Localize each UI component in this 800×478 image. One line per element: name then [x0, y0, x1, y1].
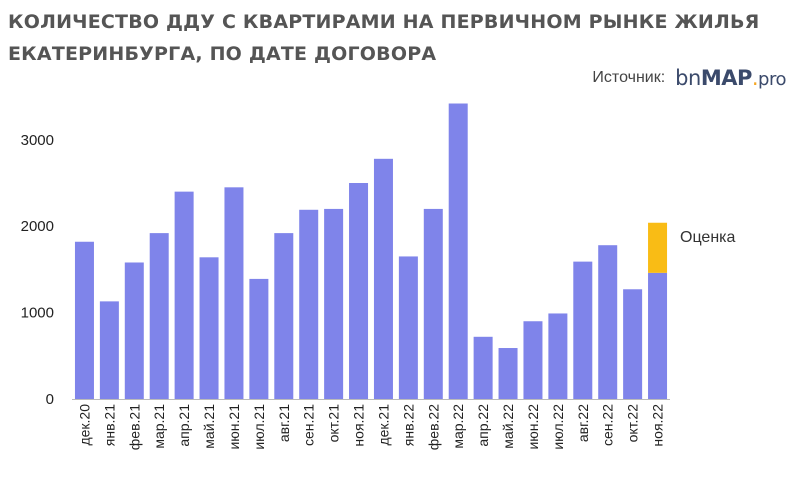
y-tick-label-2000: 2000: [21, 218, 54, 235]
x-tick-label-янв.21: янв.21: [101, 404, 117, 446]
logo-dot: .: [751, 66, 759, 90]
x-tick-label-июл.21: июл.21: [251, 404, 267, 450]
x-tick-label-фев.21: фев.21: [126, 404, 142, 450]
bar-estimate-ноя.22: [648, 222, 668, 273]
x-axis: дек.20 янв.21 фев.21 мар.21 апр.21 май.21 июн.…: [72, 399, 670, 450]
bar-фев.22: [423, 208, 443, 399]
x-tick-label-сен.21: сен.21: [301, 404, 317, 446]
x-tick-label-ноя.21: ноя.21: [351, 404, 367, 447]
y-axis: 0 1000 2000 3000: [21, 132, 54, 408]
x-tick-label-окт.22: окт.22: [625, 404, 641, 443]
bar-мар.22: [448, 103, 468, 400]
x-tick-label-авг.21: авг.21: [276, 404, 292, 442]
logo-part-bn: bn: [675, 66, 701, 90]
bar-авг.21: [274, 233, 294, 399]
bar-апр.21: [174, 191, 194, 399]
bar-дек.20: [74, 241, 94, 399]
x-tick-label-июн.21: июн.21: [226, 404, 242, 450]
bnmap-logo[interactable]: bnMAP.pro: [675, 66, 786, 90]
x-tick-label-авг.22: авг.22: [575, 404, 591, 442]
x-tick-label-май.21: май.21: [201, 404, 217, 449]
x-tick-label-мар.22: мар.22: [450, 404, 466, 449]
source-block: Источник: bnMAP.pro: [592, 64, 786, 92]
bar-ноя.21: [349, 183, 369, 399]
bar-сен.21: [299, 209, 319, 399]
bar-окт.22: [623, 289, 643, 399]
bar-окт.21: [324, 208, 344, 399]
bar-май.22: [498, 348, 518, 399]
bar-дек.21: [373, 158, 393, 399]
x-tick-label-июн.22: июн.22: [525, 404, 541, 450]
source-label: Источник:: [592, 69, 666, 86]
x-tick-label-дек.20: дек.20: [76, 404, 92, 446]
bar-июн.22: [523, 321, 543, 399]
bar-июл.22: [548, 313, 568, 399]
bar-янв.21: [99, 301, 119, 399]
x-tick-label-дек.21: дек.21: [375, 404, 391, 446]
bar-янв.22: [398, 256, 418, 399]
logo-part-map: MAP: [700, 66, 753, 90]
y-tick-label-1000: 1000: [21, 305, 54, 322]
x-tick-label-июл.22: июл.22: [550, 404, 566, 450]
x-tick-label-сен.22: сен.22: [600, 404, 616, 446]
x-tick-label-апр.21: апр.21: [176, 404, 192, 447]
x-tick-label-мар.21: мар.21: [151, 404, 167, 449]
y-tick-label-0: 0: [46, 391, 54, 408]
bar-сен.22: [598, 245, 618, 399]
y-tick-label-3000: 3000: [21, 132, 54, 149]
annotations: Оценка: [680, 229, 736, 246]
x-tick-label-ноя.22: ноя.22: [650, 404, 666, 447]
estimate-annotation: Оценка: [680, 229, 736, 246]
x-tick-label-янв.22: янв.22: [400, 404, 416, 446]
x-tick-label-апр.22: апр.22: [475, 404, 491, 447]
x-tick-label-фев.22: фев.22: [425, 404, 441, 450]
bar-фев.21: [124, 262, 144, 399]
bar-авг.22: [573, 261, 593, 399]
bar-июл.21: [249, 278, 269, 399]
bars: [74, 103, 668, 400]
bar-май.21: [199, 257, 219, 399]
x-tick-label-окт.21: окт.21: [326, 404, 342, 443]
bar-мар.21: [149, 233, 169, 399]
logo-part-pro: pro: [758, 69, 786, 90]
bar-апр.22: [473, 336, 493, 399]
chart-title: КОЛИЧЕСТВО ДДУ С КВАРТИРАМИ НА ПЕРВИЧНОМ…: [8, 11, 760, 65]
bar-ноя.22: [648, 272, 668, 399]
bar-июн.21: [224, 187, 244, 399]
x-tick-label-май.22: май.22: [500, 404, 516, 449]
